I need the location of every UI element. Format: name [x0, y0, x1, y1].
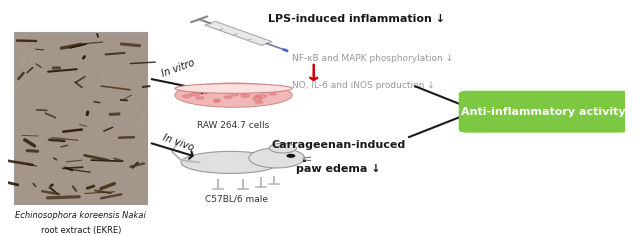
Text: In vivo: In vivo [161, 132, 195, 153]
Circle shape [218, 89, 228, 93]
Text: NF-κB and MAPK phosphorylation ↓: NF-κB and MAPK phosphorylation ↓ [292, 54, 453, 63]
Circle shape [214, 99, 220, 101]
Circle shape [254, 95, 259, 97]
Circle shape [224, 96, 231, 98]
Text: RAW 264.7 cells: RAW 264.7 cells [197, 121, 269, 130]
Circle shape [231, 93, 239, 96]
Text: paw edema ↓: paw edema ↓ [296, 164, 381, 174]
Circle shape [193, 92, 197, 93]
Circle shape [203, 91, 208, 93]
FancyBboxPatch shape [14, 32, 147, 204]
Text: C57BL/6 male: C57BL/6 male [205, 194, 268, 203]
Circle shape [227, 92, 232, 93]
Circle shape [269, 143, 296, 153]
Text: Anti-inflammatory activity: Anti-inflammatory activity [461, 107, 626, 117]
Circle shape [195, 92, 199, 93]
Circle shape [253, 97, 262, 101]
Text: LPS-induced inflammation ↓: LPS-induced inflammation ↓ [268, 14, 446, 24]
Circle shape [213, 100, 219, 102]
Circle shape [287, 155, 294, 157]
Circle shape [241, 94, 249, 97]
Text: Carrageenan-induced: Carrageenan-induced [271, 140, 406, 150]
Circle shape [269, 93, 276, 95]
Text: In vitro: In vitro [160, 58, 196, 79]
Text: NO, IL-6 and iNOS production ↓: NO, IL-6 and iNOS production ↓ [292, 81, 435, 90]
Circle shape [190, 92, 200, 96]
Polygon shape [205, 21, 272, 45]
Circle shape [196, 97, 204, 99]
Circle shape [255, 101, 263, 104]
Circle shape [257, 94, 267, 98]
Circle shape [249, 148, 304, 168]
Ellipse shape [175, 83, 292, 107]
Circle shape [183, 95, 192, 98]
Text: Echinosophora koreensis Nakai: Echinosophora koreensis Nakai [15, 211, 146, 220]
Circle shape [241, 93, 247, 95]
FancyBboxPatch shape [14, 32, 147, 204]
Ellipse shape [181, 151, 280, 173]
Text: root extract (EKRE): root extract (EKRE) [41, 226, 121, 235]
FancyBboxPatch shape [458, 91, 628, 133]
Ellipse shape [175, 84, 292, 93]
Circle shape [203, 92, 208, 94]
